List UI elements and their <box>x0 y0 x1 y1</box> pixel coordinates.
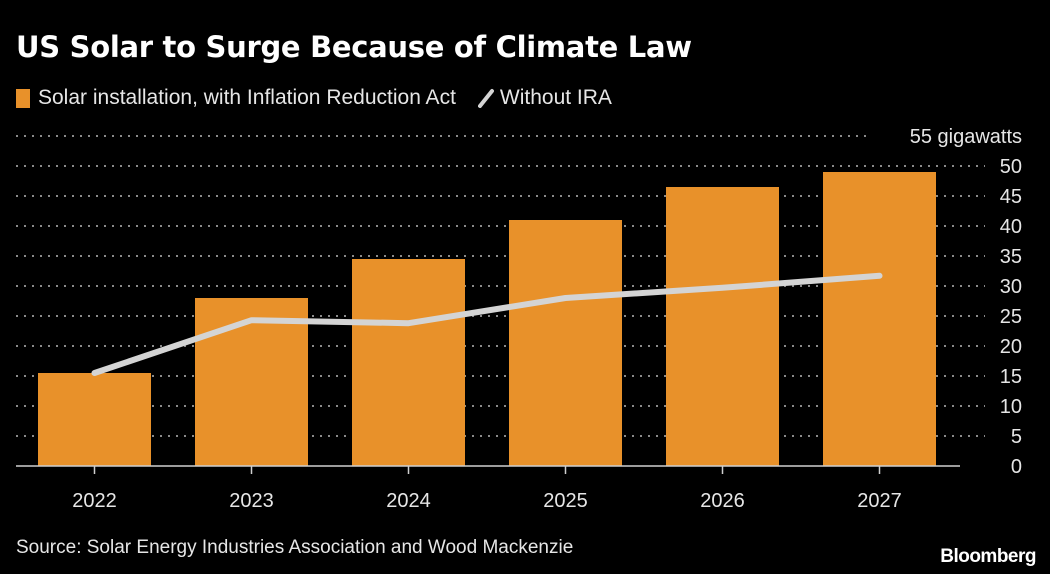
line-legend-icon <box>477 89 494 108</box>
bar-2027 <box>823 172 936 466</box>
x-tick-label: 2023 <box>229 490 274 512</box>
bar-2023 <box>195 298 308 466</box>
chart-title: US Solar to Surge Because of Climate Law <box>16 30 692 64</box>
without-ira-line <box>91 272 883 376</box>
y-tick-label: 30 <box>1000 276 1022 298</box>
y-top-label: 55 gigawatts <box>910 126 1022 148</box>
x-tick-label: 2022 <box>72 490 117 512</box>
y-tick-label: 20 <box>1000 336 1022 358</box>
y-tick-label: 10 <box>1000 396 1022 418</box>
x-tick-label: 2027 <box>857 490 902 512</box>
y-tick-label: 0 <box>1011 456 1022 478</box>
y-tick-label: 35 <box>1000 246 1022 268</box>
y-tick-label: 5 <box>1011 426 1022 448</box>
bar-2024 <box>352 259 465 466</box>
bar-legend-swatch <box>16 88 30 108</box>
x-tick-label: 2024 <box>386 490 431 512</box>
y-tick-label: 50 <box>1000 156 1022 178</box>
x-tick-label: 2026 <box>700 490 745 512</box>
y-tick-label: 45 <box>1000 186 1022 208</box>
bar-2026 <box>666 187 779 466</box>
bloomberg-logo: Bloomberg <box>940 546 1036 567</box>
legend: Solar installation, with Inflation Reduc… <box>16 86 612 110</box>
y-tick-label: 25 <box>1000 306 1022 328</box>
y-tick-label: 15 <box>1000 366 1022 388</box>
bar-2025 <box>509 220 622 466</box>
line-legend-label: Without IRA <box>499 86 612 109</box>
x-tick-label: 2025 <box>543 490 588 512</box>
source-note: Source: Solar Energy Industries Associat… <box>16 537 574 558</box>
bar-legend-label: Solar installation, with Inflation Reduc… <box>38 86 456 109</box>
line-series <box>91 272 883 376</box>
bar-2022 <box>38 373 151 466</box>
bar-series <box>38 172 936 466</box>
y-tick-label: 40 <box>1000 216 1022 238</box>
